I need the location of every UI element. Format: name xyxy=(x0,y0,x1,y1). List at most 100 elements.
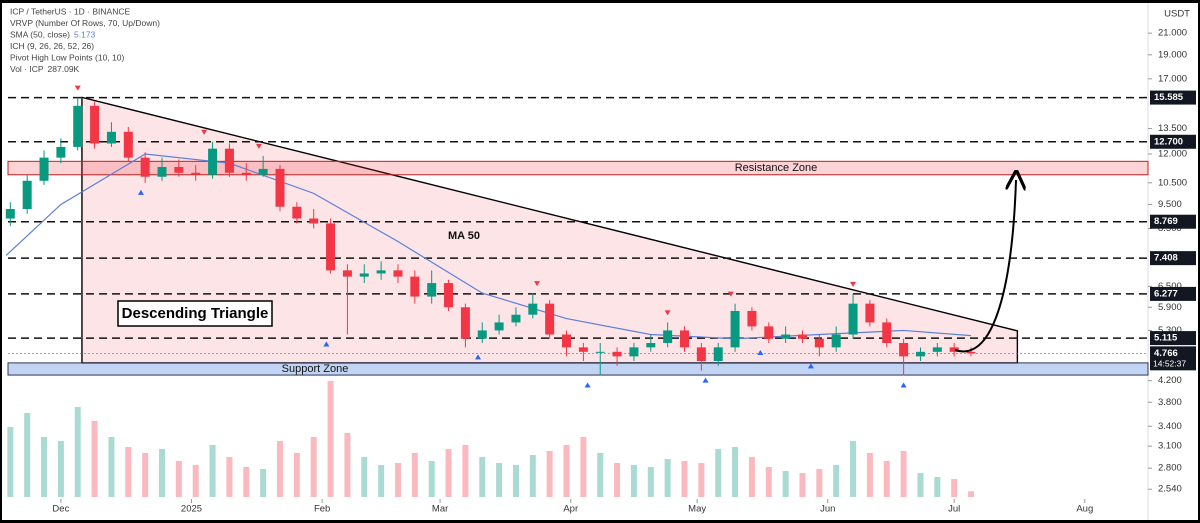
volume-bar xyxy=(850,441,857,497)
volume-bar xyxy=(866,453,873,497)
volume-bar xyxy=(378,465,385,497)
last-price-label: 4.766 xyxy=(1154,348,1178,359)
candle-body xyxy=(309,218,319,224)
volume-bar xyxy=(765,467,772,497)
volume-bar xyxy=(748,457,755,497)
volume-bar xyxy=(681,461,688,497)
volume-bar xyxy=(125,447,132,497)
candle-body xyxy=(224,148,234,173)
volume-bar xyxy=(394,463,401,497)
volume-bar xyxy=(108,437,115,497)
y-tick-label: 10.500 xyxy=(1158,177,1187,188)
candle-body xyxy=(781,334,791,339)
candle-body xyxy=(258,168,268,175)
pivot-marker xyxy=(137,189,144,195)
volume-bar xyxy=(344,433,351,497)
candle-body xyxy=(241,172,251,175)
volume-bar xyxy=(833,465,840,497)
volume-bar xyxy=(900,451,907,497)
candle-body xyxy=(747,310,757,327)
candle-body xyxy=(882,322,892,344)
level-label-box xyxy=(1150,134,1196,149)
y-tick-label: 2.800 xyxy=(1158,463,1182,474)
candle-body xyxy=(797,334,807,339)
volume-bar xyxy=(698,463,705,497)
candle-body xyxy=(410,276,420,297)
support-zone-label: Support Zone xyxy=(282,363,349,375)
resistance-zone xyxy=(7,160,1149,176)
volume-bar xyxy=(91,421,98,497)
pivot-marker xyxy=(74,85,81,91)
volume-bar xyxy=(276,441,283,497)
breakout-arrow xyxy=(954,180,1016,353)
volume-bar xyxy=(226,457,233,497)
candle-body xyxy=(174,166,184,173)
candle-body xyxy=(831,334,841,348)
volume-bar xyxy=(260,469,267,497)
candle-body xyxy=(949,347,959,352)
y-tick-label: 4.200 xyxy=(1158,375,1182,386)
volume-bar xyxy=(175,461,182,497)
pivot-marker xyxy=(201,129,208,135)
level-label: 6.277 xyxy=(1154,288,1178,299)
x-tick-label: Jun xyxy=(820,504,835,515)
candle-body xyxy=(342,270,352,277)
y-tick-label: 17.000 xyxy=(1158,73,1187,84)
volume-bar xyxy=(209,445,216,497)
pivot-marker xyxy=(900,382,907,388)
volume-bar xyxy=(41,437,48,497)
pivot-marker xyxy=(323,341,330,347)
candle-body xyxy=(646,343,656,348)
level-label-box xyxy=(1150,286,1196,301)
volume-bar xyxy=(512,465,519,497)
indicator-name: Vol · ICP xyxy=(10,64,44,74)
volume-bar xyxy=(883,461,890,497)
volume-bar xyxy=(57,441,64,497)
y-tick-label: 13.500 xyxy=(1158,123,1187,134)
pivot-marker xyxy=(534,281,541,287)
volume-bar xyxy=(715,449,722,497)
candle-body xyxy=(966,351,976,354)
pivot-marker xyxy=(850,281,857,287)
candle-body xyxy=(629,347,639,357)
candle-body xyxy=(275,168,285,207)
candle-body xyxy=(814,338,824,348)
y-tick-label: 19.000 xyxy=(1158,49,1187,60)
y-tick-label: 5.300 xyxy=(1158,325,1182,336)
pivot-marker xyxy=(475,354,482,360)
y-tick-label: 6.500 xyxy=(1158,281,1182,292)
candle-body xyxy=(612,351,622,357)
candle-body xyxy=(22,180,32,210)
y-tick-label: 21.000 xyxy=(1158,28,1187,39)
volume-bar xyxy=(563,445,570,497)
level-label: 8.769 xyxy=(1154,216,1178,227)
level-label: 5.115 xyxy=(1154,333,1178,344)
volume-bar xyxy=(630,465,637,497)
volume-bar xyxy=(327,381,334,497)
candle-body xyxy=(932,347,942,352)
volume-bar xyxy=(782,471,789,497)
candle-body xyxy=(899,343,909,357)
volume-bar xyxy=(445,449,452,497)
candle-body xyxy=(562,334,572,348)
candle-body xyxy=(696,347,706,362)
level-label-box xyxy=(1150,214,1196,229)
candle-body xyxy=(157,166,167,177)
level-label: 15.585 xyxy=(1154,92,1184,103)
volume-bar xyxy=(664,459,671,497)
volume-bar xyxy=(546,451,553,497)
candle-body xyxy=(730,310,740,348)
volume-bar xyxy=(243,467,250,497)
volume-bar xyxy=(934,477,941,497)
volume-bar xyxy=(7,427,14,497)
volume-bar xyxy=(647,467,654,497)
x-tick-label: Aug xyxy=(1076,504,1093,515)
volume-bar xyxy=(462,445,469,497)
indicator-name: VRVP (Number Of Rows, 70, Up/Down) xyxy=(10,18,160,28)
volume-bar xyxy=(192,465,199,497)
pivot-marker xyxy=(807,363,814,369)
x-tick-label: Dec xyxy=(52,504,69,515)
candle-body xyxy=(208,148,218,175)
y-tick-label: 3.400 xyxy=(1158,421,1182,432)
